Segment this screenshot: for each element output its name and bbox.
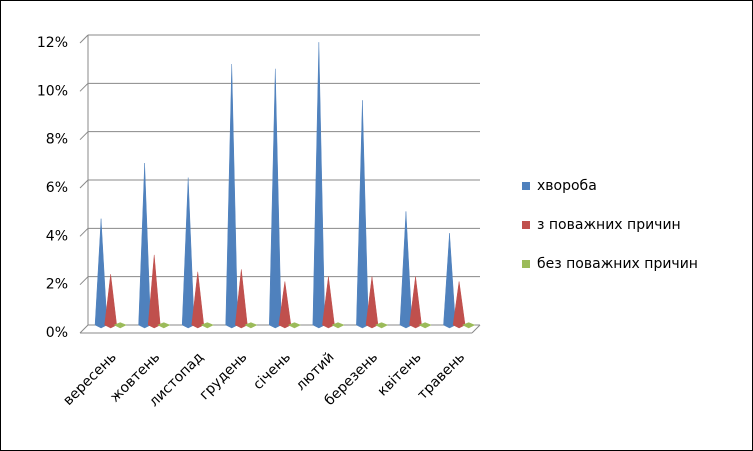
grid-line-side xyxy=(79,324,89,334)
y-tick-label: 4% xyxy=(46,228,68,244)
grid-line-side xyxy=(79,276,89,286)
y-tick-label: 2% xyxy=(46,277,68,293)
cone xyxy=(287,322,302,329)
cone xyxy=(113,322,127,329)
y-tick-label: 8% xyxy=(46,132,68,148)
y-tick-label: 12% xyxy=(37,35,68,51)
legend-label: без поважних причин xyxy=(537,256,698,272)
cone xyxy=(157,322,171,329)
legend-swatch xyxy=(522,260,530,268)
grid-line-side xyxy=(79,179,89,189)
legend-swatch xyxy=(522,221,530,229)
legend-swatch xyxy=(522,182,530,190)
y-tick-label: 0% xyxy=(46,325,68,341)
cone xyxy=(374,322,389,329)
grid-line-side xyxy=(79,227,89,237)
cone xyxy=(244,322,258,329)
grid-line-side xyxy=(79,34,89,44)
grid-line-side xyxy=(79,82,89,92)
legend-label: хвороба xyxy=(537,178,597,194)
y-tick-label: 10% xyxy=(37,83,68,99)
cone xyxy=(462,322,476,329)
cone xyxy=(200,322,214,329)
y-tick-label: 6% xyxy=(46,180,68,196)
legend-label: з поважних причин xyxy=(537,217,681,233)
cone xyxy=(331,322,345,329)
grid-line-side xyxy=(79,131,89,141)
cone xyxy=(418,322,432,329)
floor-right xyxy=(471,324,481,334)
